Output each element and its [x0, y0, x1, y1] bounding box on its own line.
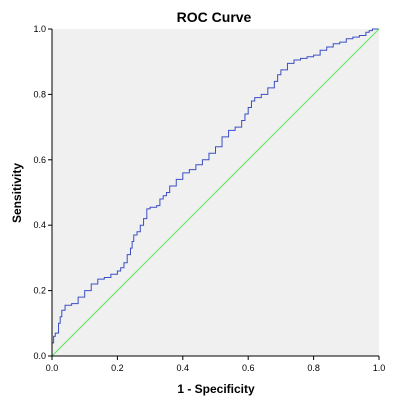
chart-title: ROC Curve [177, 9, 252, 25]
x-tick-label: 0.6 [242, 363, 255, 373]
x-tick-label: 0.0 [46, 363, 59, 373]
roc-curve-line [51, 28, 379, 356]
x-tick-label: 0.8 [307, 363, 320, 373]
y-tick-label: 0.6 [33, 155, 46, 165]
x-axis-title: 1 - Specificity [177, 382, 255, 396]
x-ticks: 0.0 0.2 0.4 0.6 0.8 1.0 [46, 356, 386, 373]
y-tick-label: 0.2 [33, 286, 46, 296]
x-tick-label: 0.2 [111, 363, 124, 373]
y-tick-label: 0.8 [33, 89, 46, 99]
x-tick-label: 0.4 [177, 363, 190, 373]
y-axis-title: Sensitivity [10, 163, 24, 223]
y-ticks: 0.0 0.2 0.4 0.6 0.8 1.0 [33, 24, 52, 361]
y-tick-label: 1.0 [33, 24, 46, 34]
x-tick-label: 1.0 [373, 363, 386, 373]
reference-diagonal-line [51, 28, 380, 357]
y-tick-label: 0.4 [33, 220, 46, 230]
series-layer [51, 28, 380, 357]
y-tick-label: 0.0 [33, 351, 46, 361]
